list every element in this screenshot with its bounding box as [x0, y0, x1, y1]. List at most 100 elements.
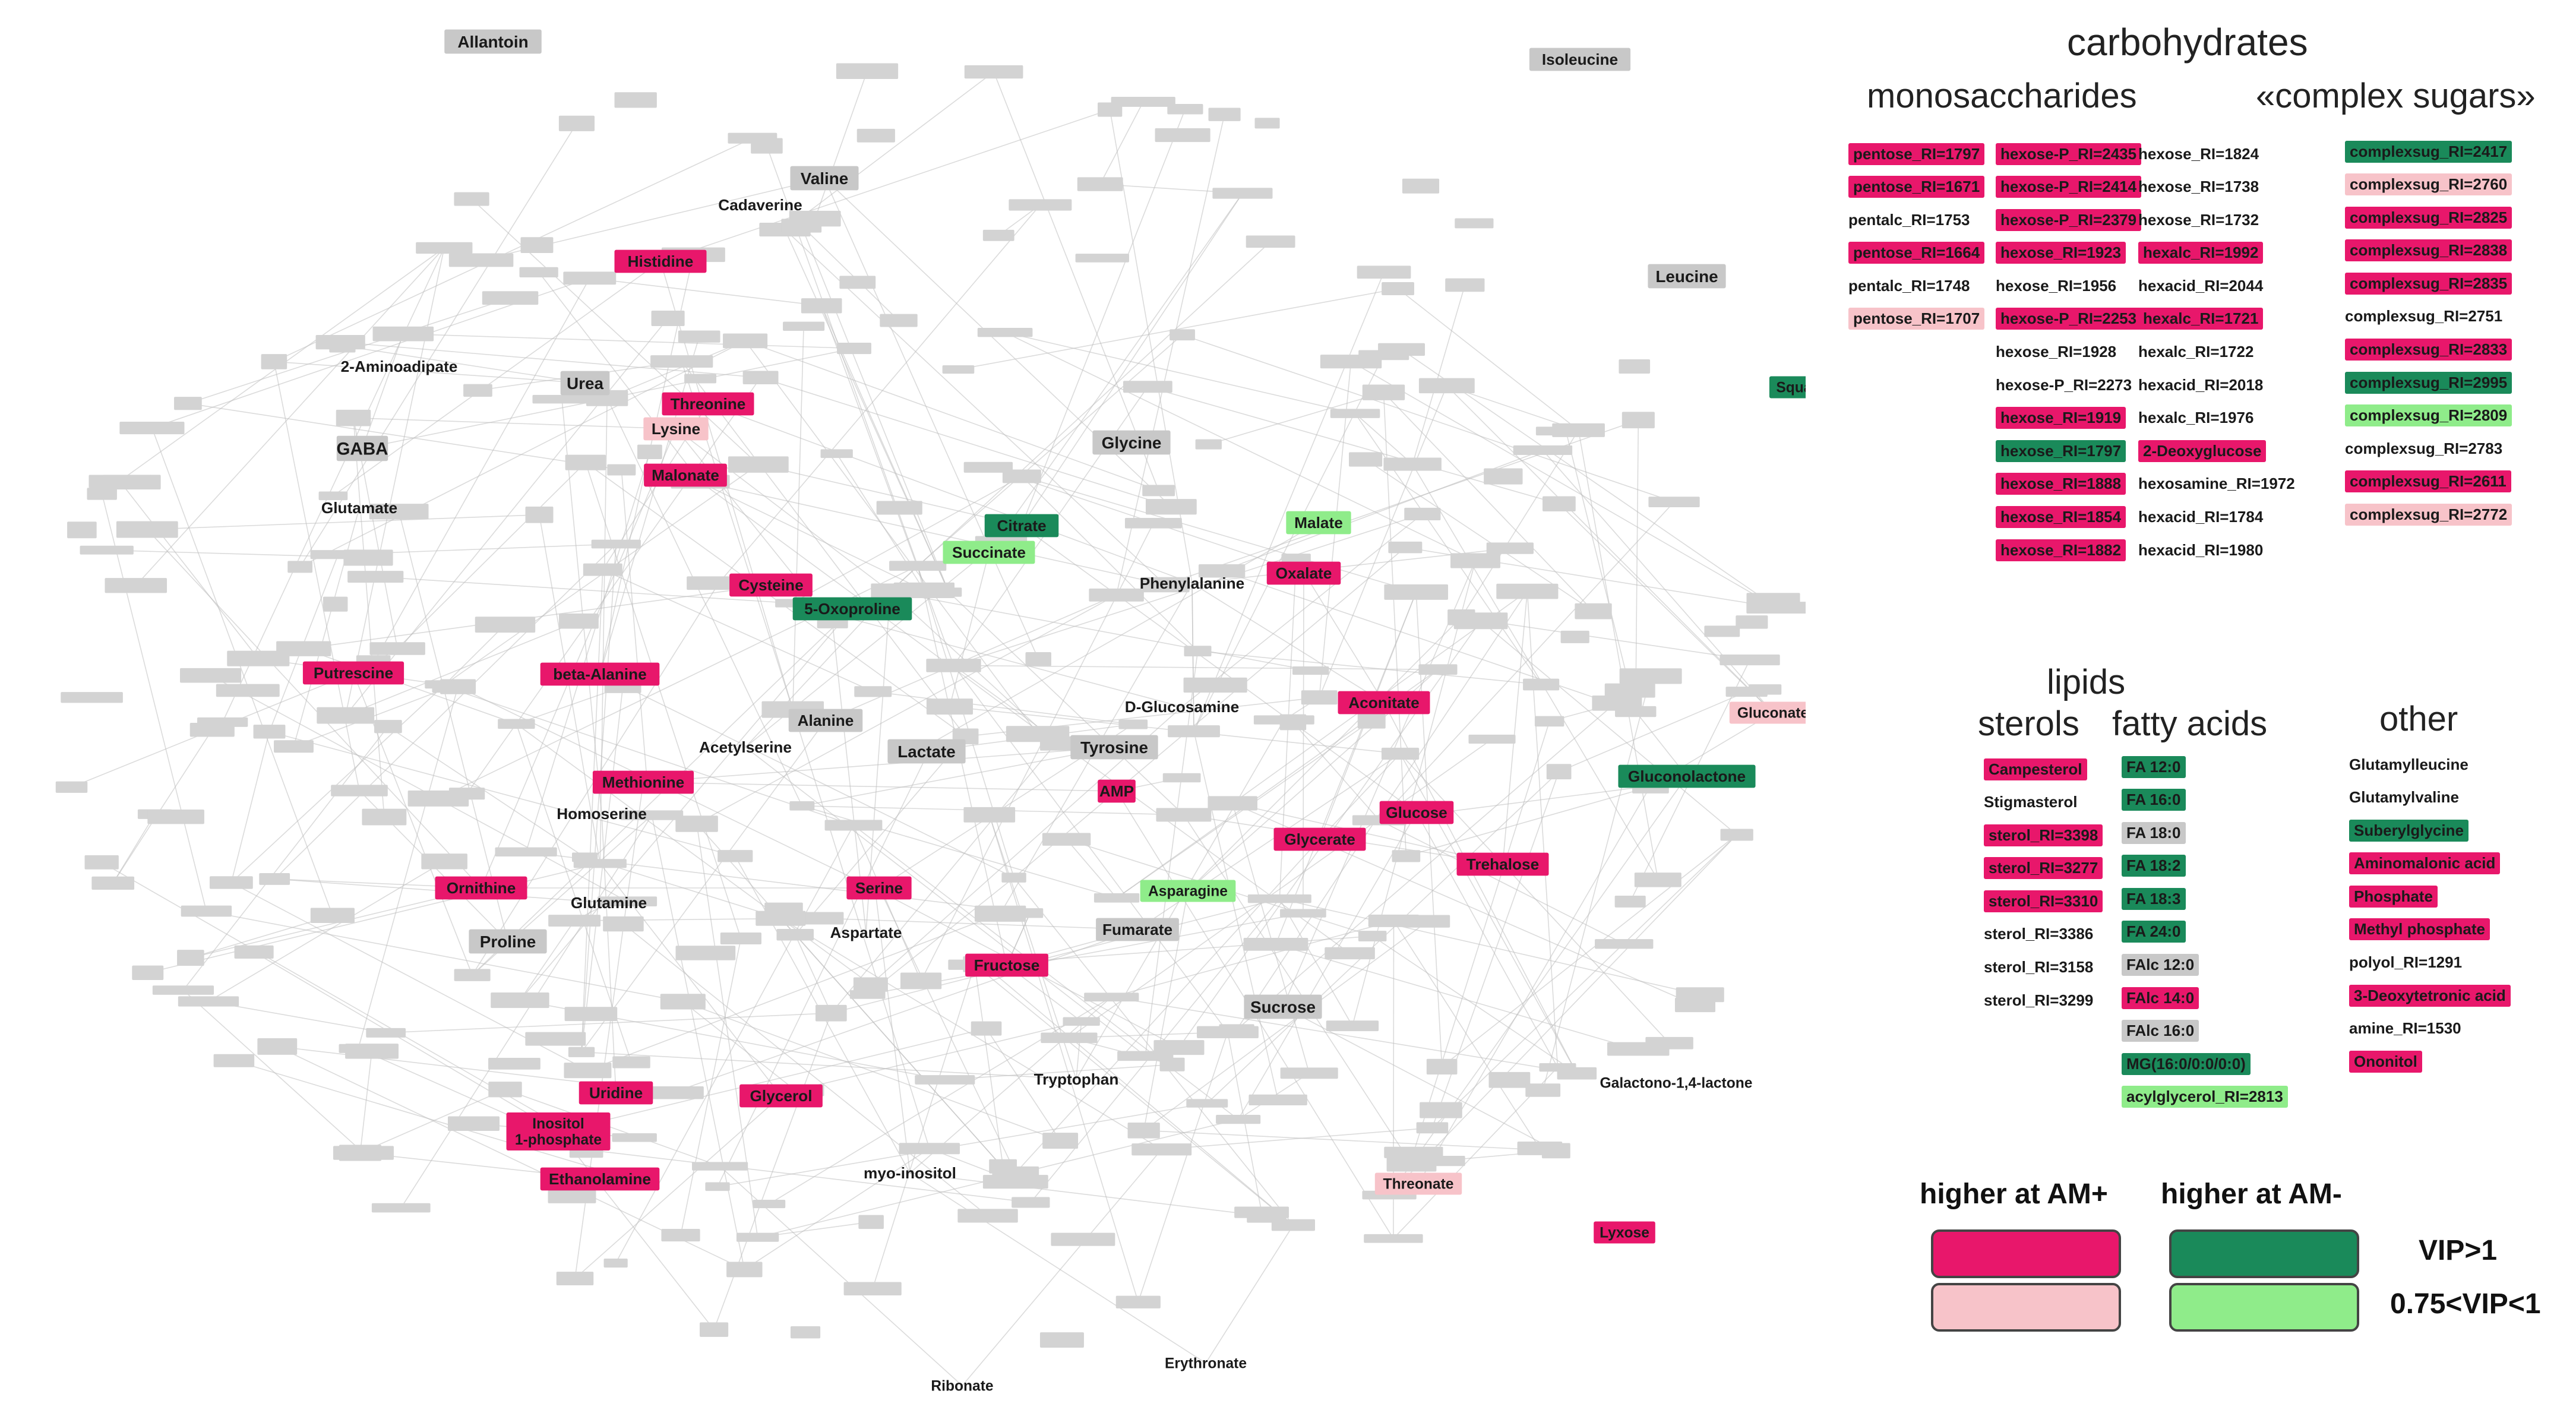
- minor-node: [926, 659, 981, 672]
- node-label: Citrate: [997, 517, 1046, 535]
- col2-item: hexose_RI=1956: [1996, 274, 2141, 297]
- network-edge: [206, 911, 683, 1003]
- col2-item: hexose-P_RI=2379: [1996, 208, 2142, 231]
- node-ribonate: Ribonate: [931, 1379, 993, 1395]
- minor-node: [345, 1044, 399, 1059]
- minor-node: [1167, 104, 1203, 115]
- item-label: complexsug_RI=2783: [2345, 439, 2503, 457]
- minor-node: [287, 561, 313, 573]
- minor-node: [982, 229, 1014, 241]
- minor-node: [1560, 630, 1589, 643]
- item-label: sterol_RI=3398: [1984, 824, 2103, 846]
- minor-node: [789, 801, 815, 811]
- node-label: Fumarate: [1102, 921, 1172, 938]
- network-edge: [1354, 413, 1413, 465]
- minor-node: [1720, 829, 1753, 841]
- col3-item: hexacid_RI=2018: [2138, 374, 2295, 396]
- network-edge: [538, 271, 701, 482]
- minor-node: [425, 680, 466, 689]
- node-label: Methionine: [602, 773, 684, 791]
- minor-node: [603, 916, 644, 932]
- network-edge: [878, 887, 1016, 1174]
- minor-node: [369, 504, 429, 520]
- minor-node: [1118, 719, 1148, 729]
- minor-node: [1455, 218, 1494, 229]
- node-citrate: Citrate: [984, 514, 1059, 538]
- network-edge: [254, 952, 559, 1132]
- network-edge: [643, 747, 1115, 783]
- node-label: Succinate: [952, 543, 1026, 561]
- minor-node: [637, 444, 662, 460]
- network-edge: [795, 736, 966, 935]
- network-edge: [785, 71, 994, 230]
- hexose-phosphate-column: hexose-P_RI=2435 hexose-P_RI=2414 hexose-P…: [1996, 143, 2142, 572]
- network-edge: [1446, 385, 1774, 713]
- network-edge: [589, 277, 822, 306]
- node-threonate: Threonate: [1374, 1172, 1462, 1195]
- minor-node: [366, 1028, 406, 1038]
- minor-node: [796, 912, 844, 925]
- item-label: sterol_RI=3310: [1984, 890, 2103, 912]
- minor-node: [1486, 542, 1534, 554]
- minor-node: [854, 686, 892, 697]
- network-edge: [147, 514, 540, 530]
- minor-node: [915, 1075, 975, 1085]
- network-edge: [581, 687, 624, 1052]
- item-label: hexalc_RI=1992: [2138, 242, 2264, 264]
- network-edge: [801, 225, 950, 593]
- minor-node: [614, 92, 657, 108]
- minor-node: [1153, 1040, 1205, 1055]
- minor-node: [448, 788, 485, 800]
- minor-node: [1006, 726, 1070, 742]
- network-edge: [1389, 834, 1737, 1196]
- network-edge: [303, 648, 517, 725]
- node-background: [614, 249, 707, 273]
- network-edge: [586, 1149, 1031, 1203]
- node-aminoadipate: 2-Aminoadipate: [341, 358, 458, 375]
- network-edge: [1635, 420, 1639, 712]
- col4-item: complexsug_RI=2833: [2345, 339, 2512, 361]
- minor-node: [1183, 677, 1247, 693]
- item-label: Ononitol: [2349, 1050, 2422, 1073]
- minor-node: [1184, 646, 1212, 657]
- node-background: [1070, 735, 1158, 760]
- network-edge: [872, 965, 975, 1289]
- network-edge: [1069, 738, 1493, 1038]
- minor-node: [1292, 666, 1329, 675]
- item-label: hexose-P_RI=2414: [1996, 176, 2142, 198]
- minor-node: [583, 563, 622, 576]
- node-label: Glycine: [1102, 434, 1162, 452]
- node-malate: Malate: [1286, 511, 1351, 535]
- minor-node: [1357, 265, 1411, 279]
- network-edge: [516, 723, 871, 985]
- network-edge: [1526, 591, 1559, 1068]
- network-edge: [1161, 1127, 1433, 1150]
- minor-node: [1381, 747, 1420, 760]
- minor-node: [1384, 1146, 1443, 1158]
- network-edge: [581, 720, 826, 1052]
- network-edge: [1542, 676, 1651, 1090]
- node-label: GABA: [337, 439, 388, 459]
- minor-node: [1089, 588, 1144, 602]
- minor-node: [957, 1209, 1018, 1223]
- node-alanine: Alanine: [788, 709, 863, 732]
- labeled-nodes: Allantoin Isoleucine Valine Cadaverine Histi…: [302, 29, 1806, 1395]
- minor-node: [1001, 873, 1026, 883]
- network-edge: [974, 965, 1004, 1167]
- network-edge: [1191, 583, 1385, 703]
- node-galactonolactone: Galactono-1,4-lactone: [1600, 1076, 1753, 1092]
- minor-node: [310, 908, 355, 924]
- minor-node: [488, 1082, 522, 1098]
- item-label: Campesterol: [1984, 758, 2087, 780]
- network-edge: [1187, 617, 1462, 892]
- sterols-title: sterols: [1978, 704, 2079, 743]
- node-background: [846, 876, 912, 900]
- network-edge: [680, 938, 742, 1235]
- network-edge: [269, 731, 735, 857]
- node-label: Sucrose: [1250, 998, 1316, 1016]
- sterols-item: Stigmasterol: [1984, 791, 2103, 814]
- minor-node: [1619, 359, 1651, 374]
- node-label: Cysteine: [738, 576, 803, 594]
- minor-node: [463, 384, 492, 397]
- fatty-item: acylglycerol_RI=2813: [2122, 1086, 2288, 1108]
